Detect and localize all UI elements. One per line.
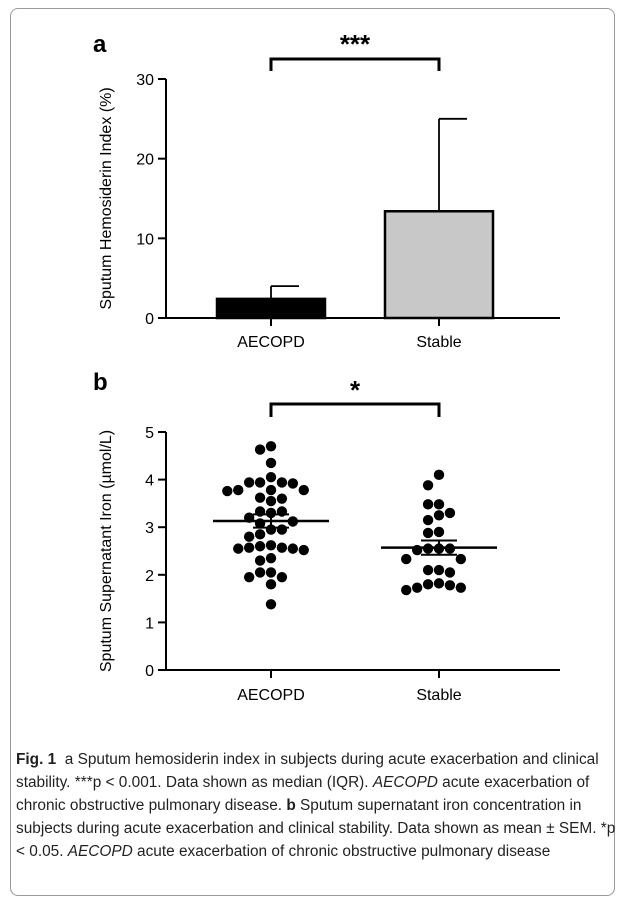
- panel-a-y-tick-label: 30: [136, 72, 154, 89]
- panel-b-point-aecopd: [233, 543, 244, 554]
- panel-b-point-aecopd: [233, 484, 244, 496]
- panel-b-point-aecopd: [254, 477, 266, 488]
- panel-b-point-stable: [433, 564, 445, 576]
- caption-part-a: a Sputum hemosiderin index in subjects d…: [16, 751, 599, 791]
- panel-b-point-stable: [433, 510, 445, 521]
- panel-b-point-aecopd: [298, 544, 309, 556]
- panel-b-x-tick-label: Stable: [416, 687, 461, 704]
- panel-b-point-stable: [422, 514, 434, 526]
- panel-b-point-stable: [422, 480, 434, 491]
- panel-b-y-tick-label: 4: [145, 473, 154, 490]
- panel-b-point-aecopd: [276, 477, 288, 488]
- panel-b-significance-bracket: [269, 402, 441, 417]
- panel-b-point-aecopd: [287, 543, 299, 554]
- panel-b-point-aecopd: [254, 492, 266, 503]
- panel-b-point-aecopd: [243, 477, 255, 488]
- panel-b-point-aecopd: [265, 599, 277, 610]
- panel-b-point-aecopd: [276, 493, 288, 504]
- panel-b-point-aecopd: [254, 529, 266, 540]
- panel-b-point-aecopd: [276, 524, 288, 535]
- panel-b-point-stable: [422, 579, 434, 590]
- panel-b-point-stable: [422, 499, 434, 510]
- panel-b-point-aecopd: [243, 542, 255, 553]
- panel-b-point-aecopd: [276, 571, 288, 583]
- panel-a-bar-chart: a 0 10 20 30 Sputum Hemosiderin Index (%) AECO…: [93, 29, 560, 351]
- caption-abbr-2: AECOPD: [67, 843, 133, 860]
- panel-b-y-axis-label: Sputum Supernatant Iron (µmol/L): [98, 430, 115, 672]
- panel-b-point-aecopd: [265, 507, 277, 519]
- panel-a-x-tick-label: Stable: [416, 334, 461, 351]
- caption-fig-label: Fig. 1: [16, 751, 57, 768]
- panel-a-bar-stable: [383, 209, 495, 320]
- panel-b-point-aecopd: [254, 555, 266, 566]
- panel-b-point-aecopd: [265, 540, 277, 551]
- panel-b-y-tick-label: 2: [145, 568, 154, 585]
- panel-b-y-tick-label: 3: [145, 520, 154, 537]
- panel-a-label: a: [93, 31, 107, 58]
- figure-frame: [10, 8, 615, 896]
- caption-part-b: Sputum supernatant iron concentration in…: [16, 797, 616, 860]
- panel-a-bar-aecopd: [215, 297, 327, 320]
- panel-b-point-stable: [444, 567, 456, 578]
- caption-part-a-def: acute exacerbation of chronic obstructiv…: [16, 774, 590, 814]
- panel-b-point-stable: [455, 582, 467, 593]
- panel-a-y-axis-label: Sputum Hemosiderin Index (%): [98, 87, 115, 309]
- panel-b-point-aecopd: [254, 444, 266, 455]
- panel-b-label: b: [93, 369, 108, 396]
- panel-b-point-aecopd: [298, 484, 309, 496]
- panel-a-significance-stars: ***: [340, 29, 371, 59]
- panel-b-scatter-chart: b 0 1 2 3 4 5 Sputum Supernatant Iron (µmol/L) A…: [93, 369, 560, 704]
- panel-b-point-stable: [401, 584, 412, 596]
- panel-a-y-tick-label: 10: [136, 231, 154, 248]
- panel-b-point-stable: [444, 507, 456, 519]
- panel-a-x-tick-label: AECOPD: [237, 334, 305, 351]
- panel-b-point-aecopd: [265, 495, 277, 507]
- panel-b-point-stable: [433, 499, 445, 510]
- panel-b-point-aecopd: [287, 478, 299, 489]
- panel-b-y-tick-label: 5: [145, 425, 154, 442]
- panel-b-point-aecopd: [265, 567, 277, 578]
- panel-b-point-stable: [444, 580, 456, 591]
- panel-b-point-aecopd: [243, 571, 255, 583]
- panel-b-y-tick-label: 1: [145, 615, 154, 632]
- panel-b-point-aecopd: [276, 542, 288, 553]
- caption-part-b-def: acute exacerbation of chronic obstructiv…: [132, 843, 551, 860]
- panel-b-point-stable: [433, 578, 445, 589]
- caption-b-label: b: [286, 797, 296, 814]
- panel-b-point-aecopd: [265, 579, 277, 590]
- panel-b-point-aecopd: [222, 485, 233, 497]
- panel-b-significance-stars: *: [350, 375, 361, 405]
- panel-b-point-stable: [433, 469, 445, 481]
- panel-b-point-aecopd: [265, 457, 277, 469]
- panel-b-point-stable: [401, 553, 412, 565]
- panel-b-point-aecopd: [243, 531, 255, 542]
- panel-b-point-stable: [411, 582, 423, 593]
- panel-b-point-aecopd: [265, 441, 277, 452]
- panel-a-y-tick-label: 20: [136, 152, 154, 169]
- panel-a-y-tick-label: 0: [145, 311, 154, 328]
- panel-b-point-aecopd: [265, 472, 277, 483]
- figure-caption: Fig. 1 a Sputum hemosiderin index in sub…: [16, 748, 616, 863]
- panel-b-point-aecopd: [265, 484, 277, 496]
- panel-b-point-aecopd: [254, 541, 266, 552]
- panel-b-point-stable: [433, 526, 445, 538]
- panel-b-point-stable: [422, 564, 434, 576]
- panel-b-point-stable: [455, 553, 467, 565]
- caption-abbr-1: AECOPD: [372, 774, 438, 791]
- panel-b-point-stable: [411, 544, 423, 556]
- panel-b-x-tick-label: AECOPD: [237, 687, 305, 704]
- panel-b-point-aecopd: [254, 567, 266, 578]
- panel-b-y-tick-label: 0: [145, 663, 154, 680]
- panel-b-point-stable: [422, 527, 434, 539]
- panel-a-significance-bracket: [269, 57, 441, 71]
- panel-b-point-aecopd: [265, 552, 277, 564]
